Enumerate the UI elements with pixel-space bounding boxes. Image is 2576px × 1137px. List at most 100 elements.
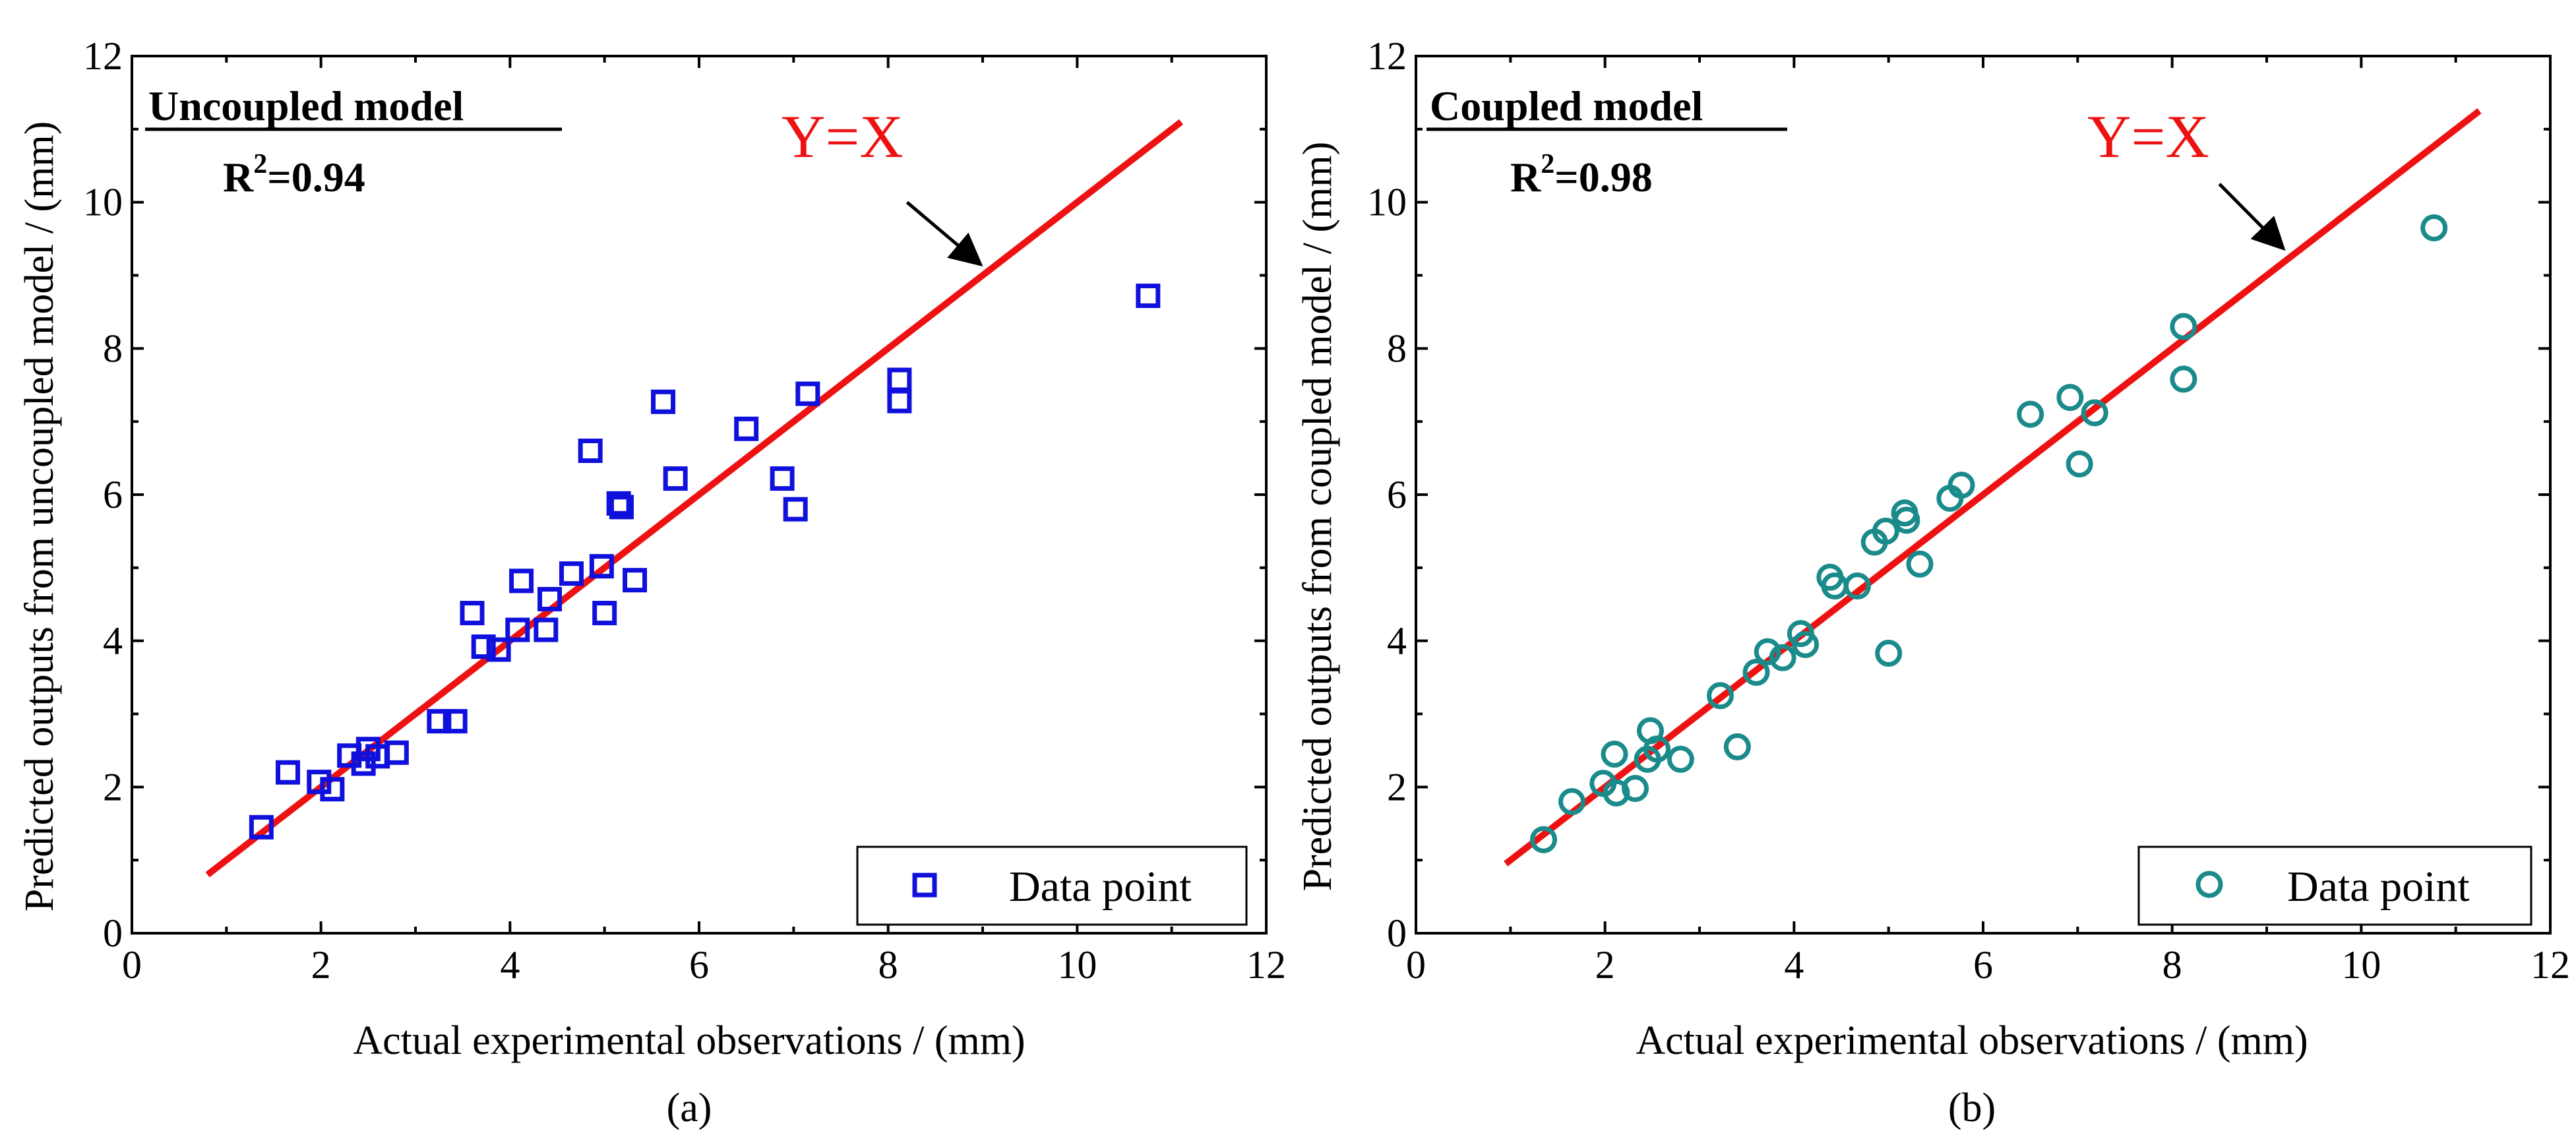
y-tick-label: 4 xyxy=(103,619,123,663)
data-point xyxy=(2081,399,2108,427)
legend-label: Data point xyxy=(2287,863,2470,911)
x-tick-label: 2 xyxy=(1595,943,1615,987)
y-tick-label: 6 xyxy=(1387,473,1407,516)
legend-marker-square xyxy=(912,873,937,898)
data-point xyxy=(2056,384,2084,412)
data-point xyxy=(663,466,688,491)
data-point xyxy=(2017,400,2044,428)
y-axis-title: Predicted outputs from uncoupled model /… xyxy=(17,121,62,911)
y-tick-label: 8 xyxy=(1387,326,1407,370)
data-point xyxy=(537,586,563,611)
data-point xyxy=(783,497,808,522)
x-axis-title: Actual experimental observations / (mm) xyxy=(353,1018,1025,1063)
y-axis-title: Predicted outputs from coupled model / (… xyxy=(1295,142,1340,891)
data-point xyxy=(1643,735,1671,763)
data-point xyxy=(1872,517,1899,545)
plot-area: 0 2 4 6 8 10 12 0 2 4 6 8 10 12 xyxy=(1367,34,2570,987)
chart-uncoupled-model: 0 2 4 6 8 10 12 0 2 4 6 8 10 12 Uncoupled model R2=0.… xyxy=(17,34,1286,1130)
plot-area: 0 2 4 6 8 10 12 0 2 4 6 8 10 12 xyxy=(83,34,1286,987)
data-point xyxy=(609,495,634,520)
model-title: Uncoupled model xyxy=(148,82,464,129)
x-tick-label: 2 xyxy=(311,943,331,987)
legend-label: Data point xyxy=(1009,863,1192,911)
data-point xyxy=(1792,630,1820,658)
y-tick-label: 10 xyxy=(83,181,123,224)
data-point xyxy=(2066,450,2093,477)
data-point xyxy=(1622,775,1649,803)
yx-arrow xyxy=(2218,183,2286,251)
data-point xyxy=(427,709,452,734)
data-point xyxy=(486,637,511,662)
y-tick-label: 12 xyxy=(83,34,123,78)
yx-line-label: Y=X xyxy=(782,103,904,170)
data-point xyxy=(795,381,820,406)
legend-marker-circle xyxy=(2195,871,2223,898)
data-point xyxy=(606,491,631,516)
data-point xyxy=(249,814,274,840)
data-point xyxy=(460,601,485,626)
data-point xyxy=(1754,638,1781,665)
data-point xyxy=(1947,472,1975,499)
data-point xyxy=(578,439,603,463)
panel-label: (b) xyxy=(1948,1086,1996,1130)
x-tick-label: 10 xyxy=(2341,943,2381,987)
r-squared-label: R2=0.94 xyxy=(223,149,365,200)
data-point xyxy=(1893,507,1920,534)
data-point xyxy=(1769,644,1796,671)
y-tick-label: 2 xyxy=(1387,765,1407,809)
y-tick-label: 12 xyxy=(1367,34,1407,78)
data-point xyxy=(887,367,912,392)
x-tick-label: 4 xyxy=(1784,943,1804,987)
x-tick-label: 12 xyxy=(2530,943,2570,987)
data-point xyxy=(443,709,468,734)
data-point xyxy=(1875,640,1903,667)
x-axis-title: Actual experimental observations / (mm) xyxy=(1636,1018,2308,1063)
data-point xyxy=(1707,682,1734,710)
data-point xyxy=(589,554,614,579)
x-tick-label: 6 xyxy=(1973,943,1993,987)
data-point xyxy=(1667,745,1694,773)
data-point xyxy=(734,416,759,441)
data-point xyxy=(2170,365,2197,393)
chart-coupled-model: 0 2 4 6 8 10 12 0 2 4 6 8 10 12 Coupled model R2=0.98… xyxy=(1295,34,2570,1130)
data-point xyxy=(1742,658,1770,686)
data-point xyxy=(651,389,676,414)
data-point xyxy=(623,568,648,593)
x-tick-label: 12 xyxy=(1246,943,1286,987)
x-tick-label: 0 xyxy=(1406,943,1426,987)
data-point xyxy=(592,601,617,626)
y-tick-label: 10 xyxy=(1367,181,1407,224)
x-tick-label: 8 xyxy=(2162,943,2182,987)
y-tick-label: 2 xyxy=(103,765,123,809)
data-point xyxy=(307,770,332,795)
data-point xyxy=(1136,284,1161,309)
data-point xyxy=(471,634,496,660)
data-point xyxy=(1843,572,1871,600)
data-point xyxy=(384,740,409,765)
x-tick-label: 0 xyxy=(122,943,142,987)
data-point xyxy=(2420,214,2448,241)
data-point xyxy=(1558,788,1585,815)
y-tick-label: 0 xyxy=(1387,911,1407,955)
data-point xyxy=(505,617,530,642)
legend: Data point xyxy=(2137,845,2532,926)
legend-box xyxy=(856,845,1248,926)
data-point xyxy=(1603,779,1630,807)
data-point xyxy=(351,751,376,776)
yx-line-label: Y=X xyxy=(2087,103,2209,170)
x-tick-label: 4 xyxy=(500,943,520,987)
x-tick-label: 10 xyxy=(1057,943,1097,987)
model-title: Coupled model xyxy=(1430,82,1703,129)
x-tick-label: 8 xyxy=(878,943,898,987)
data-point xyxy=(1601,740,1628,768)
y-tick-label: 6 xyxy=(103,473,123,516)
data-point xyxy=(534,617,559,642)
data-point xyxy=(887,388,912,414)
data-point xyxy=(1530,826,1557,853)
data-point xyxy=(509,568,534,594)
data-point xyxy=(559,561,584,586)
yx-reference-line xyxy=(1504,108,2482,867)
legend-box xyxy=(2137,845,2532,926)
y-tick-label: 4 xyxy=(1387,619,1407,663)
